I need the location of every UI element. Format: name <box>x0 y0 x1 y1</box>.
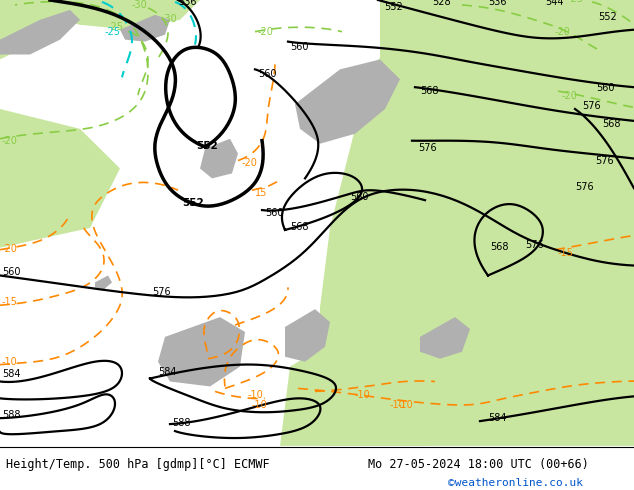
Text: 576: 576 <box>575 182 593 192</box>
Text: -15: -15 <box>558 247 574 258</box>
Text: 552: 552 <box>196 141 217 150</box>
Polygon shape <box>0 10 80 54</box>
Polygon shape <box>200 139 238 178</box>
Text: -10: -10 <box>398 400 414 410</box>
Text: 576: 576 <box>525 240 543 250</box>
Text: -20: -20 <box>555 26 571 37</box>
Polygon shape <box>285 309 330 362</box>
Text: -20: -20 <box>562 91 578 101</box>
Text: ©weatheronline.co.uk: ©weatheronline.co.uk <box>448 478 583 488</box>
Text: -15: -15 <box>2 297 18 307</box>
Text: Height/Temp. 500 hPa [gdmp][°C] ECMWF: Height/Temp. 500 hPa [gdmp][°C] ECMWF <box>6 458 269 471</box>
Text: 560: 560 <box>2 268 20 277</box>
Text: -25: -25 <box>105 26 121 37</box>
Text: -20: -20 <box>2 244 18 254</box>
Text: 15: 15 <box>255 188 268 198</box>
Text: 560: 560 <box>258 69 276 79</box>
Text: 528: 528 <box>432 0 451 7</box>
Text: 568: 568 <box>290 222 309 232</box>
Text: 576: 576 <box>152 287 171 297</box>
Polygon shape <box>0 109 120 248</box>
Text: 536: 536 <box>178 0 197 7</box>
Text: 560: 560 <box>596 83 614 93</box>
Polygon shape <box>60 0 200 30</box>
Text: -25: -25 <box>568 0 584 4</box>
Text: 584: 584 <box>158 367 176 376</box>
Text: -10: -10 <box>248 391 264 400</box>
Text: 568: 568 <box>490 242 508 252</box>
Text: 576: 576 <box>582 101 600 111</box>
Text: -30: -30 <box>132 0 148 10</box>
Text: 552: 552 <box>182 198 204 208</box>
Text: 544: 544 <box>545 0 564 7</box>
Text: 584: 584 <box>2 368 20 379</box>
Polygon shape <box>280 327 450 446</box>
Text: 576: 576 <box>418 143 437 152</box>
Text: -20: -20 <box>258 26 274 37</box>
Text: 552: 552 <box>598 12 617 22</box>
Text: 552: 552 <box>384 2 403 12</box>
Polygon shape <box>95 275 112 289</box>
Text: -20: -20 <box>2 136 18 146</box>
Text: -20: -20 <box>242 158 258 169</box>
Text: 568: 568 <box>602 119 621 129</box>
Text: -10: -10 <box>390 400 406 410</box>
Text: 560: 560 <box>350 192 368 202</box>
Text: 560: 560 <box>290 42 309 51</box>
Text: Mo 27-05-2024 18:00 UTC (00+66): Mo 27-05-2024 18:00 UTC (00+66) <box>368 458 589 471</box>
Text: -10: -10 <box>2 357 18 367</box>
Polygon shape <box>295 59 400 144</box>
Text: 576: 576 <box>595 156 614 167</box>
Text: 536: 536 <box>488 0 507 7</box>
Text: 588: 588 <box>2 410 20 420</box>
Text: -10: -10 <box>355 391 371 400</box>
Text: -30: -30 <box>162 14 178 24</box>
Polygon shape <box>420 317 470 359</box>
Text: 568: 568 <box>420 86 439 96</box>
Polygon shape <box>320 0 634 446</box>
Polygon shape <box>158 317 245 387</box>
Text: -10: -10 <box>252 400 268 410</box>
Text: 584: 584 <box>488 413 507 423</box>
Text: -25: -25 <box>108 22 124 32</box>
Polygon shape <box>0 0 140 59</box>
Polygon shape <box>120 15 170 42</box>
Text: 588: 588 <box>172 418 190 428</box>
Text: 560: 560 <box>265 208 283 218</box>
Polygon shape <box>380 0 634 148</box>
